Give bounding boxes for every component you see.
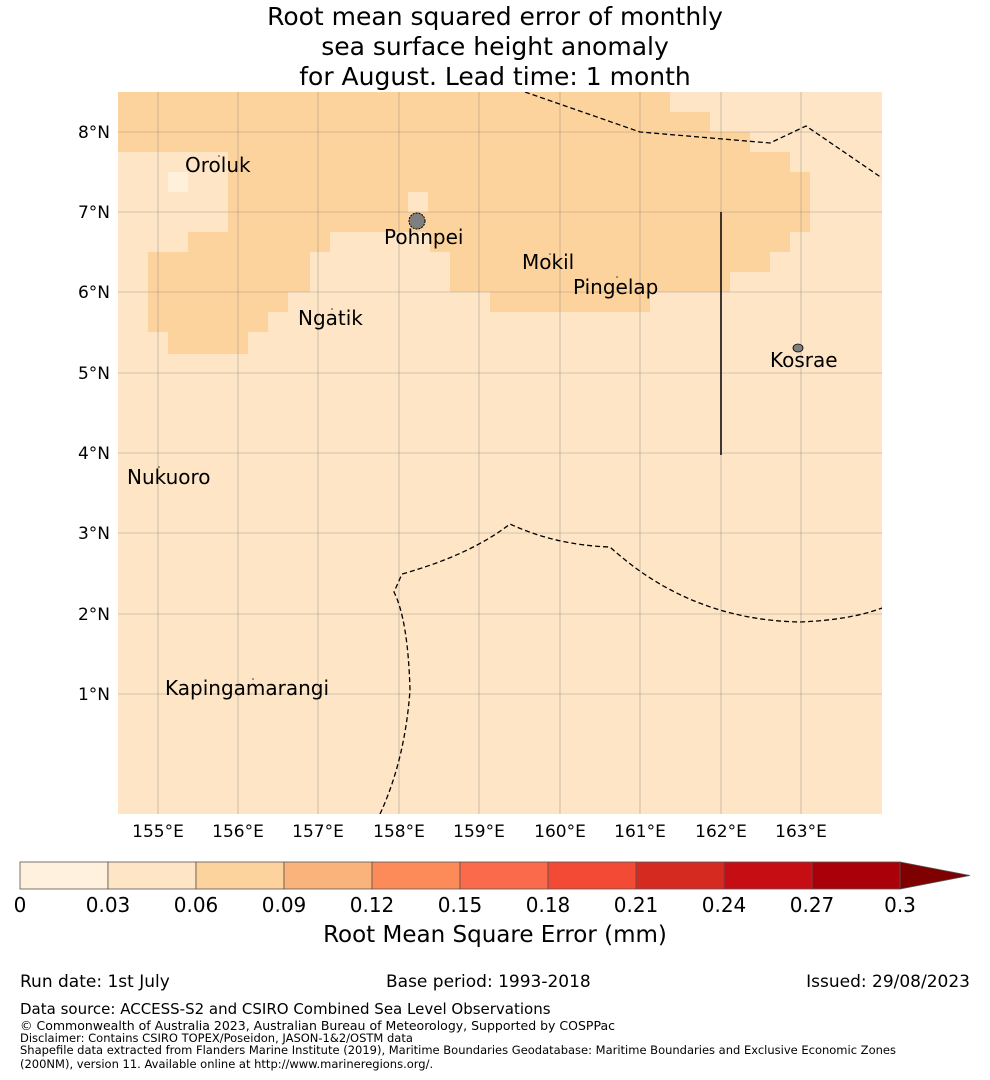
colorbar [19,861,971,890]
place-label-pingelap: Pingelap [573,275,658,299]
place-label-kosrae: Kosrae [770,348,838,372]
lat-label: 1°N [78,685,110,705]
shapefile-credit-1: Shapefile data extracted from Flanders M… [20,1043,896,1057]
kosrae-island [792,343,804,353]
lat-label: 7°N [78,203,110,223]
lon-label: 162°E [695,822,747,842]
rmse-cell-low-3 [188,172,208,192]
rmse-field [118,92,810,354]
colorbar-segment [635,861,725,890]
lon-label: 160°E [534,822,586,842]
rmse-cell-low-2 [408,192,428,212]
place-label-oroluk: Oroluk [185,153,251,177]
lon-label: 161°E [614,822,666,842]
pohnpei-island [408,212,426,230]
place-label-ngatik: Ngatik [298,306,363,330]
lon-label: 163°E [775,822,827,842]
eez-boundaries [379,92,882,814]
place-label-nukuoro: Nukuoro [127,465,211,489]
colorbar-tick: 0.03 [85,893,131,917]
copyright: © Commonwealth of Australia 2023, Austra… [20,1018,615,1033]
title-line-1: Root mean squared error of monthly [267,2,723,31]
colorbar-tick: 0.06 [173,893,219,917]
colorbar-segment [723,861,813,890]
lon-label: 155°E [132,822,184,842]
place-label-mokil: Mokil [522,250,574,274]
issued-date: Issued: 29/08/2023 [806,972,970,992]
lon-label: 156°E [212,822,264,842]
colorbar-segment [19,861,109,890]
lat-label: 4°N [78,444,110,464]
colorbar-tick: 0.12 [349,893,395,917]
latitude-labels: 8°N 7°N 6°N 5°N 4°N 3°N 2°N 1°N [78,123,110,705]
colorbar-segment [459,861,549,890]
ngatik-dot [331,308,333,310]
place-labels: Oroluk Pohnpei Mokil Pingelap Ngatik Kos… [127,153,838,700]
colorbar-title: Root Mean Square Error (mm) [323,922,667,948]
longitude-labels: 155°E 156°E 157°E 158°E 159°E 160°E 161°… [132,822,827,842]
kapinga-dot [252,678,254,680]
lat-label: 8°N [78,123,110,143]
lat-label: 3°N [78,524,110,544]
place-label-kapingamarangi: Kapingamarangi [165,676,329,700]
run-date: Run date: 1st July [20,972,170,992]
chart-title: Root mean squared error of monthly sea s… [0,2,990,92]
title-line-3: for August. Lead time: 1 month [299,62,691,91]
pingelap-dot [616,276,618,278]
oroluk-dot [218,155,220,157]
rmse-region-mid [118,92,810,354]
lat-label: 5°N [78,364,110,384]
colorbar-tick: 0 [13,893,27,917]
colorbar-tick: 0.27 [789,893,835,917]
colorbar-tick: 0.21 [613,893,659,917]
colorbar-segment [107,861,197,890]
lon-label: 157°E [292,822,344,842]
lon-label: 159°E [453,822,505,842]
lat-label: 6°N [78,283,110,303]
colorbar-segment [547,861,637,890]
disclaimer: Disclaimer: Contains CSIRO TOPEX/Poseido… [20,1031,413,1045]
colorbar-segment [195,861,285,890]
title-line-2: sea surface height anomaly [321,32,669,61]
lat-label: 2°N [78,605,110,625]
colorbar-tick: 0.18 [525,893,571,917]
nukuoro-dot [158,466,160,468]
colorbar-segment [283,861,373,890]
land-masses [158,155,804,680]
place-label-pohnpei: Pohnpei [384,225,464,249]
mokil-dot [549,253,551,255]
colorbar-segment [811,861,901,890]
colorbar-tick: 0.24 [701,893,747,917]
colorbar-segment [371,861,461,890]
eez-boundary-north [524,92,882,179]
base-period: Base period: 1993-2018 [386,972,591,992]
data-source: Data source: ACCESS-S2 and CSIRO Combine… [20,1000,551,1018]
shapefile-credit-2: (200NM), version 11. Available online at… [20,1057,434,1071]
colorbar-tick: 0.15 [437,893,483,917]
lon-label: 158°E [373,822,425,842]
eez-boundary-south [379,523,882,814]
colorbar-tick: 0.09 [261,893,307,917]
colorbar-tick: 0.3 [884,893,916,917]
colorbar-extend-arrow [899,861,971,890]
rmse-cell-low-1 [168,172,188,192]
